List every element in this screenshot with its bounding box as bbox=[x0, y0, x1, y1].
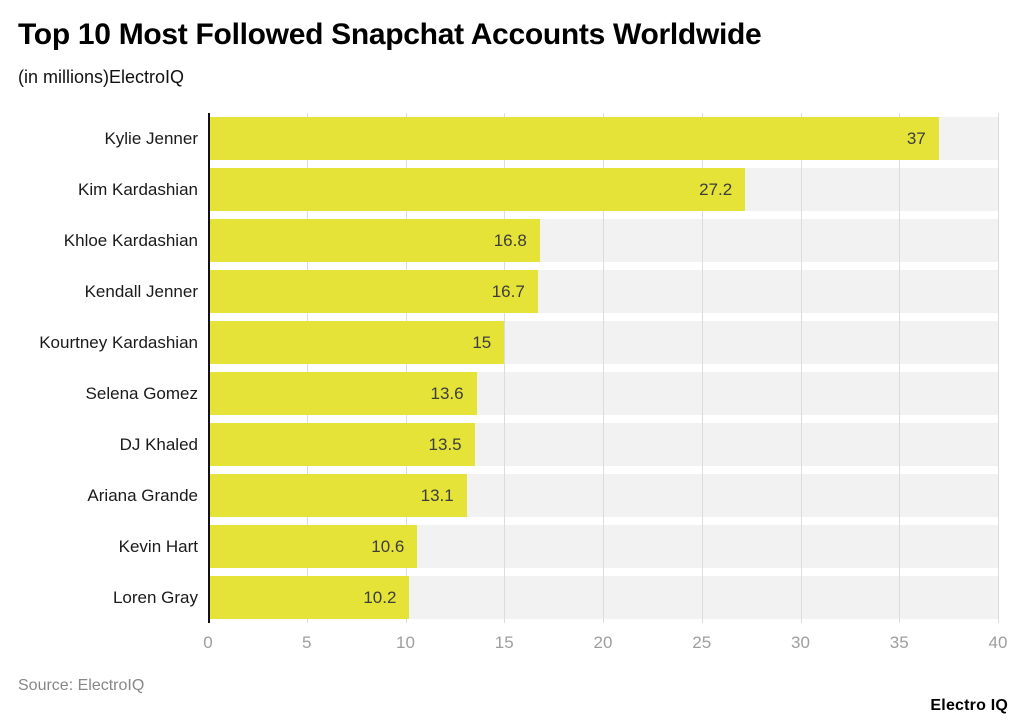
bar-value-label: 13.1 bbox=[420, 485, 454, 505]
gridline bbox=[800, 113, 802, 623]
bar: 13.6 bbox=[208, 372, 477, 415]
bar-value-label: 13.6 bbox=[430, 383, 464, 403]
bar-value-label: 16.8 bbox=[493, 230, 527, 250]
bar-row: 27.2 bbox=[208, 164, 998, 215]
category-label: Kendall Jenner bbox=[84, 281, 198, 301]
x-axis-tick-label: 20 bbox=[593, 633, 613, 652]
x-axis-tick-label: 25 bbox=[692, 633, 712, 652]
chart-header: Top 10 Most Followed Snapchat Accounts W… bbox=[0, 0, 1024, 88]
gridline bbox=[899, 113, 901, 623]
category-labels: Kylie Jenner Kim Kardashian Khloe Kardashi… bbox=[0, 113, 208, 623]
bar-value-label: 15 bbox=[472, 332, 492, 352]
page-title: Top 10 Most Followed Snapchat Accounts W… bbox=[18, 18, 762, 51]
bar: 27.2 bbox=[208, 168, 746, 211]
chart-body: Kylie Jenner Kim Kardashian Khloe Kardashi… bbox=[0, 113, 1024, 623]
bar: 15 bbox=[208, 321, 505, 364]
x-axis-tick-label: 15 bbox=[494, 633, 514, 652]
bar: 16.8 bbox=[208, 219, 540, 262]
category-label: Kourtney Kardashian bbox=[39, 332, 198, 352]
gridline bbox=[701, 113, 703, 623]
category-label: Kylie Jenner bbox=[104, 128, 198, 148]
category-label: Loren Gray bbox=[112, 587, 198, 607]
bar-value-label: 37 bbox=[906, 128, 926, 148]
category-label: Ariana Grande bbox=[87, 485, 198, 505]
bar: 10.6 bbox=[208, 525, 418, 568]
gridline bbox=[998, 113, 999, 623]
category-label: Selena Gomez bbox=[85, 383, 198, 403]
bar-value-label: 13.5 bbox=[428, 434, 462, 454]
category-label: Kevin Hart bbox=[118, 536, 198, 556]
gridline bbox=[306, 113, 308, 623]
category-label: Khloe Kardashian bbox=[63, 230, 198, 250]
gridline bbox=[504, 113, 506, 623]
brand-logo: Electro IQ bbox=[930, 697, 1008, 714]
gridline bbox=[405, 113, 407, 623]
y-axis-line bbox=[208, 113, 210, 623]
category-label: Kim Kardashian bbox=[77, 179, 198, 199]
chart-subtitle: (in millions)ElectroIQ bbox=[18, 66, 185, 87]
bar-value-label: 10.2 bbox=[363, 587, 397, 607]
category-label: DJ Khaled bbox=[119, 434, 198, 454]
bar: 37 bbox=[208, 117, 939, 160]
gridline bbox=[603, 113, 604, 623]
x-axis-tick-label: 5 bbox=[302, 633, 312, 652]
bar: 13.5 bbox=[208, 423, 475, 466]
x-axis-tick-label: 0 bbox=[203, 633, 213, 652]
bar-value-label: 27.2 bbox=[699, 179, 733, 199]
bar-value-label: 16.7 bbox=[491, 281, 525, 301]
bar-row: 37 bbox=[208, 113, 998, 164]
bar-chart: Kylie Jenner Kim Kardashian Khloe Kardashi… bbox=[0, 113, 1024, 657]
bar-value-label: 10.6 bbox=[371, 536, 405, 556]
bar: 16.7 bbox=[208, 270, 538, 313]
source-note: Source: ElectroIQ bbox=[18, 677, 145, 694]
bar: 10.2 bbox=[208, 576, 410, 619]
bar: 13.1 bbox=[208, 474, 467, 517]
x-axis-tick-label: 10 bbox=[396, 633, 415, 652]
plot-area: 37 27.2 16.8 16.7 15 13.6 13.5 13.1 10.6 10.2 bbox=[208, 113, 999, 623]
x-axis: 0 5 10 15 20 25 30 35 40 bbox=[203, 623, 1007, 657]
x-axis-tick-label: 40 bbox=[988, 633, 1008, 652]
x-axis-tick-label: 35 bbox=[889, 633, 909, 652]
chart-footer: Source: ElectroIQ Electro IQ bbox=[0, 667, 1024, 723]
x-axis-tick-label: 30 bbox=[791, 633, 810, 652]
